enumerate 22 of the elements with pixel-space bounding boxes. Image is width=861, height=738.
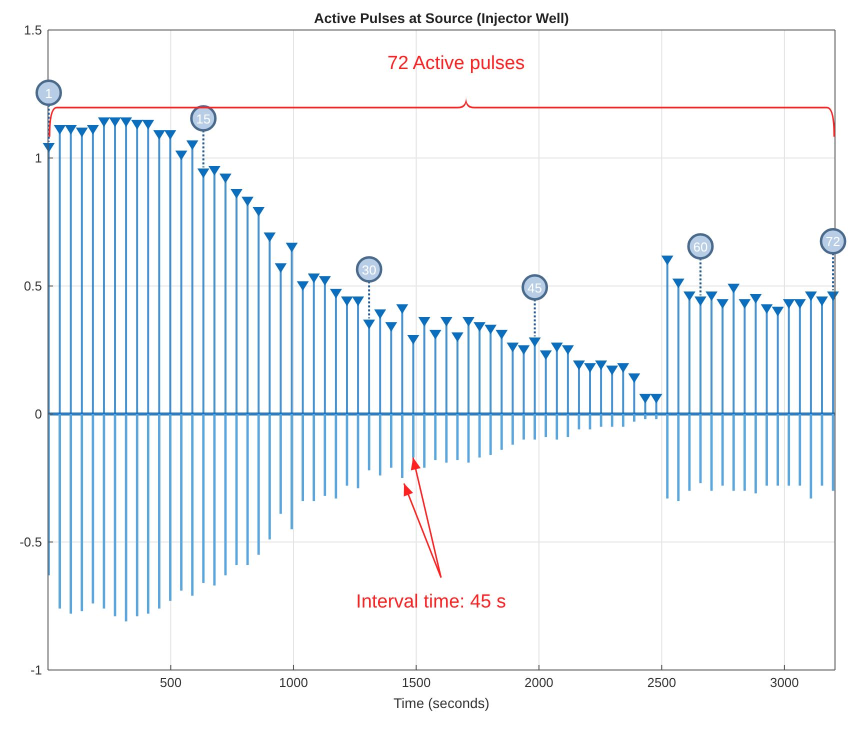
x-tick-label: 1000	[279, 675, 308, 690]
annotation: 45	[528, 280, 542, 296]
annotation: 1	[45, 86, 52, 101]
annotation: 30	[362, 262, 376, 278]
x-tick-label: 500	[160, 675, 182, 690]
x-tick-label: 1500	[402, 675, 431, 690]
x-tick-label: 3000	[770, 675, 799, 690]
y-tick-label: -0.5	[20, 534, 42, 550]
y-tick-label: 0	[34, 406, 42, 422]
x-tick-label: 2000	[524, 675, 554, 690]
annotation: 60	[693, 239, 708, 254]
annotation: 72	[826, 234, 840, 250]
annotation: 72 Active pulses	[387, 52, 525, 74]
x-axis-title: Time (seconds)	[394, 695, 490, 711]
annotation: Interval time: 45 s	[356, 592, 506, 613]
y-tick-label: 1	[34, 150, 42, 166]
y-tick-label: 0.5	[24, 278, 42, 294]
y-tick-label: -1	[30, 662, 42, 678]
x-tick-label: 2500	[647, 675, 676, 690]
chart-title: Active Pulses at Source (Injector Well)	[314, 10, 569, 26]
y-tick-label: 1.5	[24, 22, 42, 38]
annotation: 15	[196, 111, 211, 126]
